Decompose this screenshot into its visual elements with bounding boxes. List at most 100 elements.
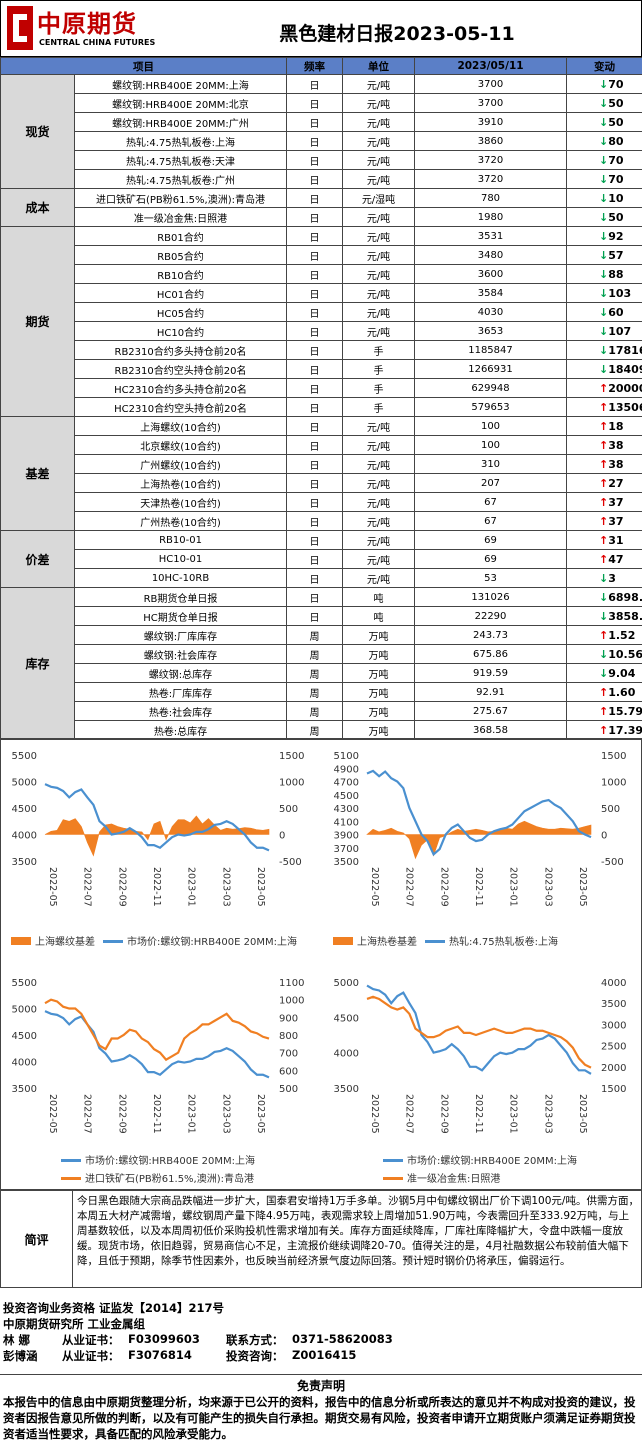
change-value: 3 bbox=[608, 571, 616, 585]
freq-cell: 周 bbox=[286, 644, 343, 664]
y-right-tick: 700 bbox=[279, 1049, 298, 1060]
x-tick: 2023-05 bbox=[577, 867, 588, 907]
arrow-up-icon: ↑ bbox=[599, 704, 609, 718]
y-left-tick: 3500 bbox=[12, 857, 37, 868]
legend-swatch bbox=[11, 937, 31, 945]
summary-section: 简评 今日黑色跟随大宗商品跌幅进一步扩大，国泰君安增持1万手多单。沙钢5月中旬螺… bbox=[0, 1190, 642, 1288]
arrow-down-icon: ↓ bbox=[599, 172, 609, 186]
arrow-down-icon: ↓ bbox=[599, 590, 609, 604]
category-cell: 库存 bbox=[0, 587, 75, 740]
change-value: 107 bbox=[608, 324, 632, 338]
item-cell: 天津热卷(10合约) bbox=[74, 492, 287, 512]
item-cell: HC05合约 bbox=[74, 302, 287, 322]
change-value: 6898.00 bbox=[608, 590, 642, 604]
arrow-up-icon: ↑ bbox=[599, 533, 609, 547]
value-cell: 67 bbox=[414, 492, 567, 512]
value-cell: 3480 bbox=[414, 245, 567, 265]
value-cell: 3720 bbox=[414, 169, 567, 189]
legend-swatch bbox=[383, 1159, 403, 1162]
legend-swatch bbox=[103, 940, 123, 943]
table-row: 热卷:厂库库存周万吨 92.91 ↑1.60 bbox=[1, 682, 642, 702]
unit-cell: 元/吨 bbox=[342, 473, 415, 493]
y-right-tick: -500 bbox=[279, 857, 302, 868]
unit-cell: 万吨 bbox=[342, 644, 415, 664]
change-cell: ↑47 bbox=[566, 549, 642, 569]
change-cell: ↓3858.00 bbox=[566, 606, 642, 626]
legend-swatch bbox=[425, 940, 445, 943]
change-cell: ↓80 bbox=[566, 131, 642, 151]
value-cell: 69 bbox=[414, 530, 567, 550]
change-value: 37 bbox=[608, 495, 624, 509]
chart-svg: 3500 4000 4500 5000 1500 2000 2500 3000 3500 4000… bbox=[334, 978, 627, 1185]
table-row: 北京螺纹(10合约) 日元/吨 100 ↑38 bbox=[1, 435, 642, 455]
freq-cell: 日 bbox=[286, 359, 343, 379]
arrow-down-icon: ↓ bbox=[599, 609, 609, 623]
change-cell: ↑18 bbox=[566, 416, 642, 436]
cert-label: 从业证书： bbox=[62, 1349, 120, 1363]
value-cell: 3653 bbox=[414, 321, 567, 341]
contact-value: 0371-58620083 bbox=[292, 1332, 393, 1346]
arrow-up-icon: ↑ bbox=[599, 476, 609, 490]
legend-swatch bbox=[61, 1159, 81, 1162]
arrow-down-icon: ↓ bbox=[599, 96, 609, 110]
legend-label: 上海热卷基差 bbox=[357, 935, 417, 948]
x-tick: 2022-11 bbox=[151, 1094, 162, 1134]
x-tick: 2023-03 bbox=[220, 1094, 231, 1134]
item-cell: 热卷:厂库库存 bbox=[74, 682, 287, 702]
item-cell: RB01合约 bbox=[74, 226, 287, 246]
cert-value: F03099603 bbox=[128, 1332, 200, 1346]
arrow-up-icon: ↑ bbox=[599, 400, 609, 414]
y-left-tick: 4500 bbox=[12, 1031, 37, 1042]
arrow-down-icon: ↓ bbox=[599, 248, 609, 262]
value-cell: 780 bbox=[414, 188, 567, 208]
unit-cell: 万吨 bbox=[342, 663, 415, 683]
basis-area bbox=[366, 820, 592, 860]
y-left-tick: 4100 bbox=[334, 817, 359, 828]
logo-icon bbox=[7, 6, 33, 50]
y-right-tick: 1100 bbox=[279, 978, 304, 989]
change-value: 10.56 bbox=[608, 647, 642, 661]
item-cell: 广州热卷(10合约) bbox=[74, 511, 287, 531]
item-cell: 螺纹钢:HRB400E 20MM:北京 bbox=[74, 93, 287, 113]
unit-cell: 元/吨 bbox=[342, 435, 415, 455]
x-tick: 2023-01 bbox=[508, 1094, 519, 1134]
change-value: 38 bbox=[608, 457, 624, 471]
freq-cell: 日 bbox=[286, 492, 343, 512]
change-cell: ↓3 bbox=[566, 568, 642, 588]
unit-cell: 元/吨 bbox=[342, 112, 415, 132]
price-line bbox=[366, 984, 592, 1075]
unit-cell: 元/吨 bbox=[342, 302, 415, 322]
arrow-down-icon: ↓ bbox=[599, 210, 609, 224]
item-cell: RB05合约 bbox=[74, 245, 287, 265]
table-row: 螺纹钢:总库存周万吨 919.59 ↓9.04 bbox=[1, 663, 642, 683]
item-cell: 螺纹钢:HRB400E 20MM:上海 bbox=[74, 74, 287, 94]
y-right-tick: 1500 bbox=[601, 1084, 626, 1095]
arrow-down-icon: ↓ bbox=[599, 343, 609, 357]
item-cell: 进口铁矿石(PB粉61.5%,澳洲):青岛港 bbox=[74, 188, 287, 208]
category-cell: 成本 bbox=[0, 188, 75, 227]
change-cell: ↓103 bbox=[566, 283, 642, 303]
change-value: 27 bbox=[608, 476, 624, 490]
y-right-tick: 1500 bbox=[279, 751, 304, 762]
change-value: 18409 bbox=[608, 362, 641, 376]
item-cell: 10HC-10RB bbox=[74, 568, 287, 588]
item-cell: 热卷:社会库存 bbox=[74, 701, 287, 721]
freq-cell: 日 bbox=[286, 606, 343, 626]
freq-cell: 日 bbox=[286, 264, 343, 284]
item-cell: RB2310合约多头持仓前20名 bbox=[74, 340, 287, 360]
freq-cell: 日 bbox=[286, 454, 343, 474]
change-value: 60 bbox=[608, 305, 624, 319]
freq-cell: 日 bbox=[286, 226, 343, 246]
x-tick: 2022-09 bbox=[116, 867, 127, 907]
y-left-tick: 4900 bbox=[334, 764, 359, 775]
change-cell: ↓6898.00 bbox=[566, 587, 642, 607]
item-cell: 热轧:4.75热轧板卷:上海 bbox=[74, 131, 287, 151]
price-line bbox=[44, 783, 270, 852]
y-left-tick: 4500 bbox=[334, 1013, 359, 1024]
summary-text: 今日黑色跟随大宗商品跌幅进一步扩大，国泰君安增持1万手多单。沙钢5月中旬螺纹钢出… bbox=[77, 1195, 639, 1267]
change-value: 88 bbox=[608, 267, 624, 281]
item-cell: 螺纹钢:总库存 bbox=[74, 663, 287, 683]
chart-1: 3500 4000 4500 5000 5500 -500 0 500 1000 1500 2022… bbox=[1, 739, 319, 964]
